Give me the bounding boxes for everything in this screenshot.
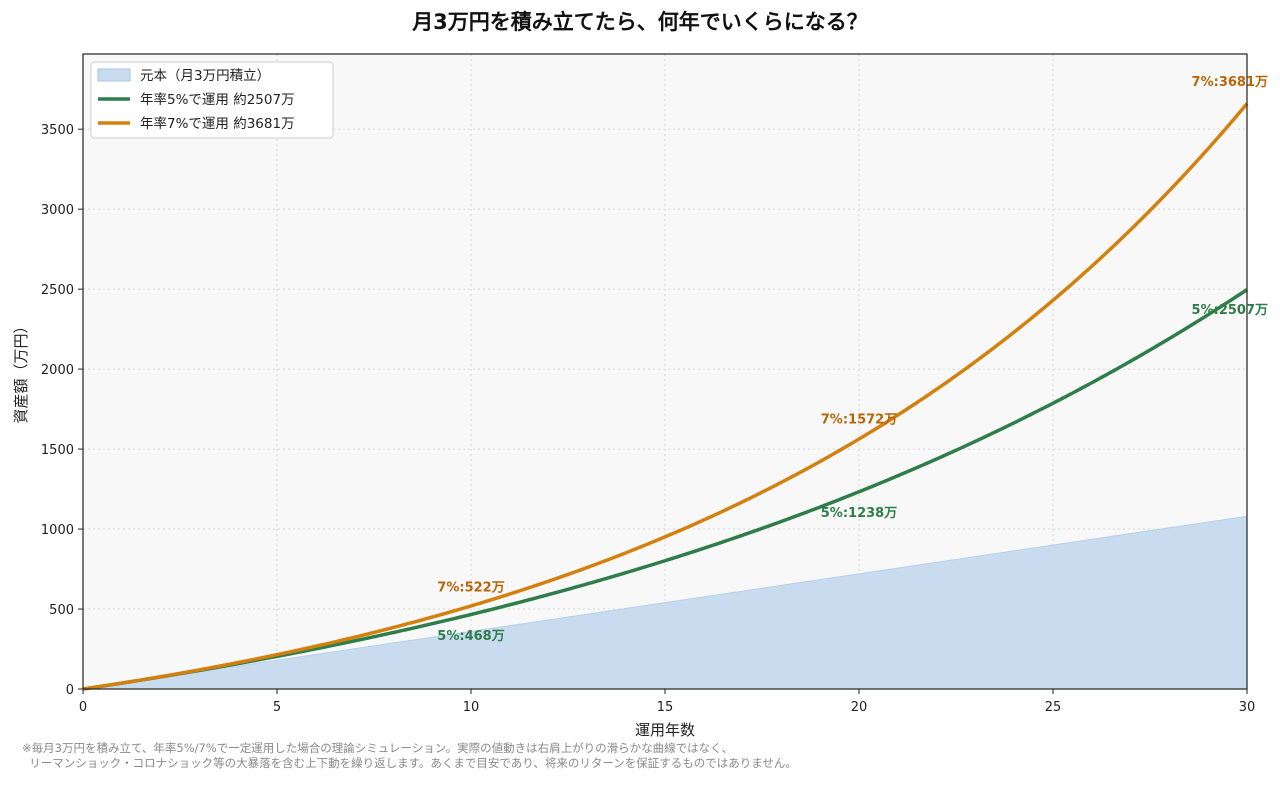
annotation-label: 7%:3681万 bbox=[1192, 75, 1268, 90]
y-tick-label: 500 bbox=[49, 603, 74, 618]
y-tick-label: 1500 bbox=[41, 443, 74, 458]
annotation-label: 7%:522万 bbox=[437, 581, 504, 596]
legend: 元本（月3万円積立） 年率5%で運用 約2507万 年率7%で運用 約3681万 bbox=[90, 61, 334, 139]
legend-swatch-principal bbox=[97, 68, 131, 82]
x-tick-label: 0 bbox=[79, 700, 87, 715]
x-tick-label: 20 bbox=[851, 700, 868, 715]
legend-label-5pct: 年率5%で運用 約2507万 bbox=[140, 91, 295, 108]
x-tick-label: 25 bbox=[1045, 700, 1062, 715]
footnote-line-1: ※毎月3万円を積み立て、年率5%/7%で一定運用した場合の理論シミュレーション。… bbox=[22, 741, 734, 755]
x-tick-label: 15 bbox=[657, 700, 674, 715]
x-tick-label: 10 bbox=[463, 700, 480, 715]
annotation-label: 5%:1238万 bbox=[821, 506, 897, 521]
chart-title: 月3万円を積み立てたら、何年でいくらになる？ bbox=[412, 10, 868, 34]
y-tick-label: 2000 bbox=[41, 363, 74, 378]
x-tick-label: 30 bbox=[1239, 700, 1256, 715]
annotation-label: 5%:468万 bbox=[437, 629, 504, 644]
annotations: 7%:522万 5%:468万 7%:1572万 5%:1238万 7%:3681万 5%… bbox=[437, 75, 1268, 644]
y-tick-label: 1000 bbox=[41, 523, 74, 538]
y-tick-label: 3000 bbox=[41, 203, 74, 218]
y-axis-ticks: 0 500 1000 1500 2000 2500 3000 3500 bbox=[41, 123, 83, 698]
legend-box bbox=[90, 61, 334, 139]
y-tick-label: 0 bbox=[66, 683, 74, 698]
x-tick-label: 5 bbox=[273, 700, 281, 715]
legend-label-7pct: 年率7%で運用 約3681万 bbox=[140, 115, 295, 132]
principal-area bbox=[82, 515, 1248, 690]
annotation-label: 7%:1572万 bbox=[821, 413, 897, 428]
annotation-label: 5%:2507万 bbox=[1192, 303, 1268, 318]
legend-label-principal: 元本（月3万円積立） bbox=[140, 68, 270, 84]
y-axis-label: 資産額（万円） bbox=[12, 318, 30, 423]
y-tick-label: 3500 bbox=[41, 123, 74, 138]
footnote: ※毎月3万円を積み立て、年率5%/7%で一定運用した場合の理論シミュレーション。… bbox=[22, 741, 797, 771]
series-line-7pct bbox=[82, 102, 1249, 691]
x-axis-ticks: 0 5 10 15 20 25 30 bbox=[79, 689, 1255, 715]
x-axis-label: 運用年数 bbox=[635, 721, 695, 739]
grid-lines bbox=[83, 54, 1247, 689]
footnote-line-2: リーマンショック・コロナショック等の大暴落を含む上下動を繰り返します。あくまで目… bbox=[22, 756, 797, 770]
y-tick-label: 2500 bbox=[41, 283, 74, 298]
